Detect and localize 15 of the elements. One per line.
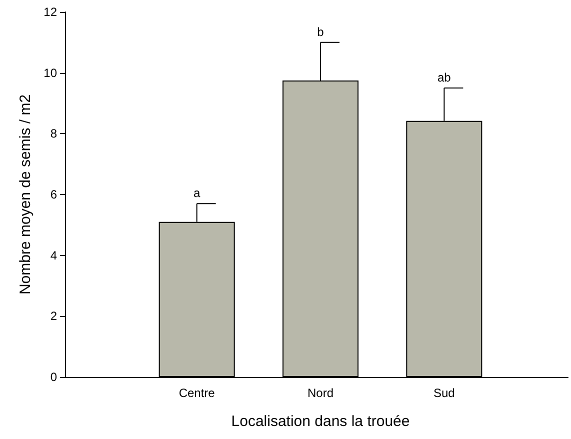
x-tick-label: Centre [178,386,216,400]
x-tick-label: Sud [433,386,455,400]
y-tick-label: 10 [44,66,58,80]
annotation: a [193,186,200,200]
y-tick-label: 8 [50,126,58,141]
x-tick-label: Nord [307,386,334,400]
y-tick-label: 0 [50,370,58,384]
y-tick-label: 2 [50,309,58,324]
y-axis-title: Nombre moyen de semis / m2 [16,94,34,295]
y-tick-label: 4 [50,248,58,262]
y-tick-label: 12 [44,5,58,19]
x-axis-title: Localisation dans la trouée [231,413,410,430]
annotation: ab [437,70,452,84]
y-tick-label: 6 [50,188,58,202]
annotation: b [317,24,324,39]
